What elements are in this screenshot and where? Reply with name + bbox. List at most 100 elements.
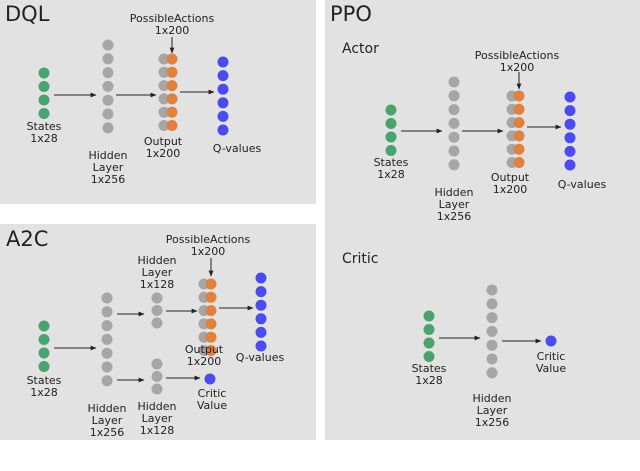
dql-output-gray-node [158, 80, 170, 92]
a2c-critic-node [204, 373, 216, 385]
dql-hidden-node [102, 67, 114, 79]
dql-title: DQL [5, 2, 50, 26]
ppo-critic-hidden-node [486, 339, 498, 351]
ppo-actor-states-label: States 1x28 [373, 156, 409, 181]
a2c-hidden-top-node [151, 292, 163, 304]
dql-hidden-node [102, 122, 114, 134]
ppo-actor-qvalues-node [564, 105, 576, 117]
a2c-states-label: States 1x28 [26, 374, 62, 399]
dql-output-orange-node [166, 66, 178, 78]
ppo-actor-output-orange-node [513, 90, 525, 102]
dql-output-orange-node [166, 106, 178, 118]
a2c-output-orange-node [205, 331, 217, 343]
a2c-hidden-label: Hidden Layer 1x256 [87, 402, 127, 439]
a2c-hidden-node [101, 361, 113, 373]
a2c-hidden-bottom-label: Hidden Layer 1x128 [137, 400, 177, 437]
dql-hidden-node [102, 39, 114, 51]
a2c-output-orange-node [205, 318, 217, 330]
ppo-critic-states-node [423, 337, 435, 349]
dql-qvalues-node [217, 83, 229, 95]
a2c-output-orange-node [205, 278, 217, 290]
ppo-actor-output-label: Output 1x200 [490, 171, 530, 196]
a2c-hidden-top-node [151, 305, 163, 316]
a2c-output-orange-node [205, 305, 217, 317]
dql-qvalues-node [217, 110, 229, 122]
dql-qvalues-label: Q-values [212, 142, 262, 155]
ppo-actor-hidden-node [448, 76, 460, 88]
ppo-critic-value-label: Critic Value [535, 350, 567, 375]
a2c-output-orange-node [205, 345, 217, 356]
a2c-hidden-node [101, 320, 113, 332]
ppo-critic-value-node [545, 335, 557, 347]
dql-hidden-node [102, 94, 114, 106]
a2c-qvalues-node [255, 272, 267, 284]
dql-output-orange-node [166, 120, 178, 131]
dql-states-label: States 1x28 [26, 120, 62, 145]
ppo-critic-hidden-node [486, 353, 498, 365]
a2c-possible-actions-label: PossibleActions 1x200 [165, 233, 251, 258]
a2c-qvalues-label: Q-values [235, 351, 285, 364]
ppo-actor-hidden-node [448, 104, 460, 116]
ppo-actor-hidden-node [448, 145, 460, 157]
dql-output-gray-node [158, 53, 170, 65]
ppo-critic-states-label: States 1x28 [411, 362, 447, 387]
ppo-critic-states-node [423, 351, 435, 362]
ppo-actor-states-node [385, 118, 397, 129]
a2c-states-node [38, 361, 50, 372]
ppo-actor-qvalues-node [564, 145, 576, 157]
a2c-hidden-node [101, 306, 113, 318]
a2c-critic-value-label: Critic Value [196, 387, 228, 412]
a2c-hidden-node [101, 375, 113, 387]
a2c-hidden-bottom-node [151, 383, 163, 395]
ppo-title: PPO [330, 2, 372, 26]
a2c-qvalues-node [255, 326, 267, 338]
ppo-critic-hidden-node [486, 367, 498, 379]
a2c-hidden-top-label: Hidden Layer 1x128 [137, 254, 177, 291]
a2c-qvalues-node [255, 313, 267, 325]
dql-qvalues-node [217, 97, 229, 109]
ppo-actor-output-orange-node [513, 130, 525, 142]
dql-output-gray-node [158, 93, 170, 105]
a2c-qvalues-node [255, 340, 267, 352]
a2c-hidden-node [101, 333, 113, 345]
dql-hidden-label: Hidden Layer 1x256 [88, 149, 128, 186]
ppo-actor-title: Actor [342, 41, 379, 57]
ppo-actor-possible-actions-label: PossibleActions 1x200 [474, 49, 560, 74]
a2c-qvalues-node [255, 286, 267, 298]
dql-states-node [38, 81, 50, 92]
ppo-actor-qvalues-node [564, 132, 576, 144]
dql-states-node [38, 67, 50, 79]
dql-output-orange-node [166, 53, 178, 65]
ppo-critic-hidden-label: Hidden Layer 1x256 [472, 392, 512, 429]
ppo-panel [325, 0, 640, 440]
a2c-hidden-bottom-node [151, 371, 163, 382]
ppo-actor-states-node [385, 145, 397, 156]
dql-possible-actions-label: PossibleActions 1x200 [129, 12, 215, 37]
ppo-actor-output-orange-node [513, 143, 525, 155]
a2c-title: A2C [6, 227, 49, 251]
ppo-actor-hidden-node [448, 131, 460, 143]
dql-qvalues-node [217, 124, 229, 136]
a2c-states-node [38, 320, 50, 332]
dql-output-gray-node [158, 120, 170, 131]
a2c-hidden-node [101, 292, 113, 304]
a2c-states-node [38, 334, 50, 345]
ppo-critic-states-node [423, 324, 435, 335]
dql-output-orange-node [166, 93, 178, 105]
dql-hidden-node [102, 80, 114, 92]
dql-panel [0, 0, 316, 204]
ppo-critic-title: Critic [342, 251, 379, 267]
dql-hidden-node [102, 108, 114, 120]
ppo-actor-states-node [385, 104, 397, 116]
ppo-critic-hidden-node [486, 284, 498, 296]
dql-states-node [38, 108, 50, 119]
dql-output-orange-node [166, 80, 178, 92]
a2c-states-node [38, 347, 50, 359]
ppo-critic-hidden-node [486, 312, 498, 324]
ppo-actor-hidden-node [448, 117, 460, 129]
ppo-critic-hidden-node [486, 298, 498, 310]
a2c-output-label: Output 1x200 [184, 343, 224, 368]
dql-qvalues-node [217, 70, 229, 82]
ppo-actor-qvalues-node [564, 118, 576, 130]
